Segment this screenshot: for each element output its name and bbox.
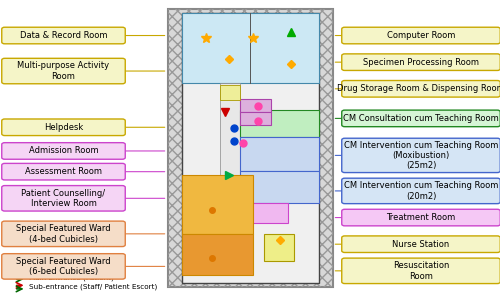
Text: Admission Room: Admission Room <box>28 147 98 155</box>
FancyBboxPatch shape <box>342 81 500 97</box>
Text: Sub-entrance (Staff/ Patient Escort): Sub-entrance (Staff/ Patient Escort) <box>29 284 157 290</box>
Text: Special Featured Ward
(6-bed Cubicles): Special Featured Ward (6-bed Cubicles) <box>16 257 111 276</box>
FancyBboxPatch shape <box>342 138 500 173</box>
Text: CM Consultation cum Teaching Room: CM Consultation cum Teaching Room <box>343 114 499 123</box>
FancyBboxPatch shape <box>220 85 240 99</box>
FancyBboxPatch shape <box>240 203 288 223</box>
FancyBboxPatch shape <box>240 171 318 203</box>
Text: Helpdesk: Helpdesk <box>44 123 83 132</box>
Text: Patient Counselling/
Interview Room: Patient Counselling/ Interview Room <box>22 189 105 208</box>
FancyBboxPatch shape <box>342 27 500 44</box>
Text: Computer Room: Computer Room <box>387 31 455 40</box>
FancyBboxPatch shape <box>2 58 125 84</box>
Text: Treatment Room: Treatment Room <box>386 213 456 222</box>
FancyBboxPatch shape <box>240 112 270 125</box>
FancyBboxPatch shape <box>2 27 125 44</box>
Text: Special Featured Ward
(4-bed Cubicles): Special Featured Ward (4-bed Cubicles) <box>16 224 111 244</box>
FancyBboxPatch shape <box>2 186 125 211</box>
FancyBboxPatch shape <box>240 110 318 137</box>
FancyBboxPatch shape <box>182 13 318 83</box>
FancyBboxPatch shape <box>2 221 125 247</box>
FancyBboxPatch shape <box>2 119 125 136</box>
FancyBboxPatch shape <box>2 254 125 279</box>
Text: Assessment Room: Assessment Room <box>25 167 102 176</box>
FancyBboxPatch shape <box>182 13 318 283</box>
FancyBboxPatch shape <box>182 234 252 275</box>
Text: Nurse Station: Nurse Station <box>392 240 450 249</box>
FancyBboxPatch shape <box>342 209 500 226</box>
Text: CM Intervention cum Teaching Room
(20m2): CM Intervention cum Teaching Room (20m2) <box>344 181 498 201</box>
FancyBboxPatch shape <box>240 137 318 171</box>
FancyBboxPatch shape <box>2 143 125 159</box>
FancyBboxPatch shape <box>240 99 270 112</box>
FancyBboxPatch shape <box>342 258 500 284</box>
Text: Specimen Processing Room: Specimen Processing Room <box>363 58 479 67</box>
Text: Multi-purpose Activity
Room: Multi-purpose Activity Room <box>18 61 110 81</box>
FancyBboxPatch shape <box>220 83 240 202</box>
Text: Data & Record Room: Data & Record Room <box>20 31 107 40</box>
FancyBboxPatch shape <box>342 54 500 70</box>
FancyBboxPatch shape <box>168 9 332 287</box>
FancyBboxPatch shape <box>264 234 294 261</box>
Text: CM Intervention cum Teaching Room
(Moxibustion)
(25m2): CM Intervention cum Teaching Room (Moxib… <box>344 141 498 170</box>
Text: Main Entrance (Patient): Main Entrance (Patient) <box>29 274 114 281</box>
FancyBboxPatch shape <box>182 175 252 234</box>
FancyBboxPatch shape <box>342 110 500 127</box>
FancyBboxPatch shape <box>2 163 125 180</box>
Text: Drug Storage Room & Dispensing Room: Drug Storage Room & Dispensing Room <box>337 84 500 93</box>
FancyBboxPatch shape <box>342 178 500 204</box>
FancyBboxPatch shape <box>342 236 500 252</box>
Text: Resuscitation
Room: Resuscitation Room <box>393 261 449 281</box>
